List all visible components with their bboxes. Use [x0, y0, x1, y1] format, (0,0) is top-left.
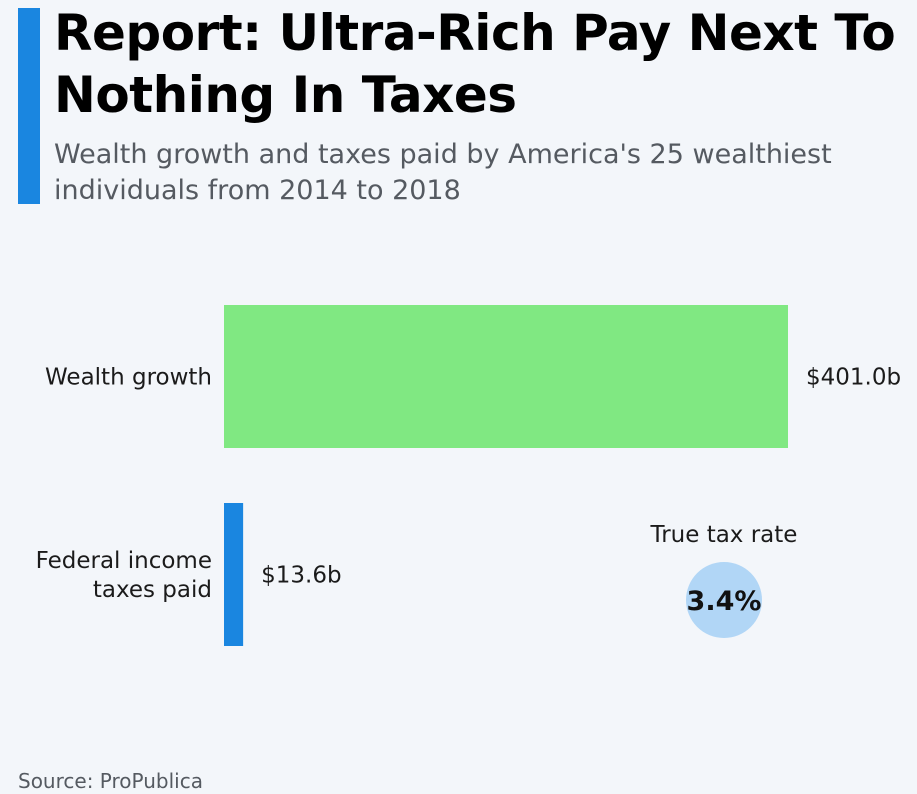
- source-note: Source: ProPublica: [18, 769, 203, 793]
- value-label-0: $401.0b: [806, 365, 901, 391]
- category-label-1-1: taxes paid: [93, 577, 212, 603]
- chart-title: Report: Ultra-Rich Pay Next To Nothing I…: [54, 4, 896, 124]
- tax-rate-bubble: [686, 562, 762, 638]
- tax-rate-label: True tax rate: [650, 522, 798, 548]
- bar-1: [224, 503, 244, 646]
- title-accent-bar: [18, 8, 40, 204]
- bar-0: [224, 305, 788, 448]
- category-label-0-0: Wealth growth: [45, 365, 212, 391]
- chart-subtitle: Wealth growth and taxes paid by America'…: [54, 139, 832, 206]
- tax-rate-value: 3.4%: [687, 586, 762, 617]
- category-label-1-0: Federal income: [36, 548, 212, 574]
- value-label-1: $13.6b: [261, 563, 341, 589]
